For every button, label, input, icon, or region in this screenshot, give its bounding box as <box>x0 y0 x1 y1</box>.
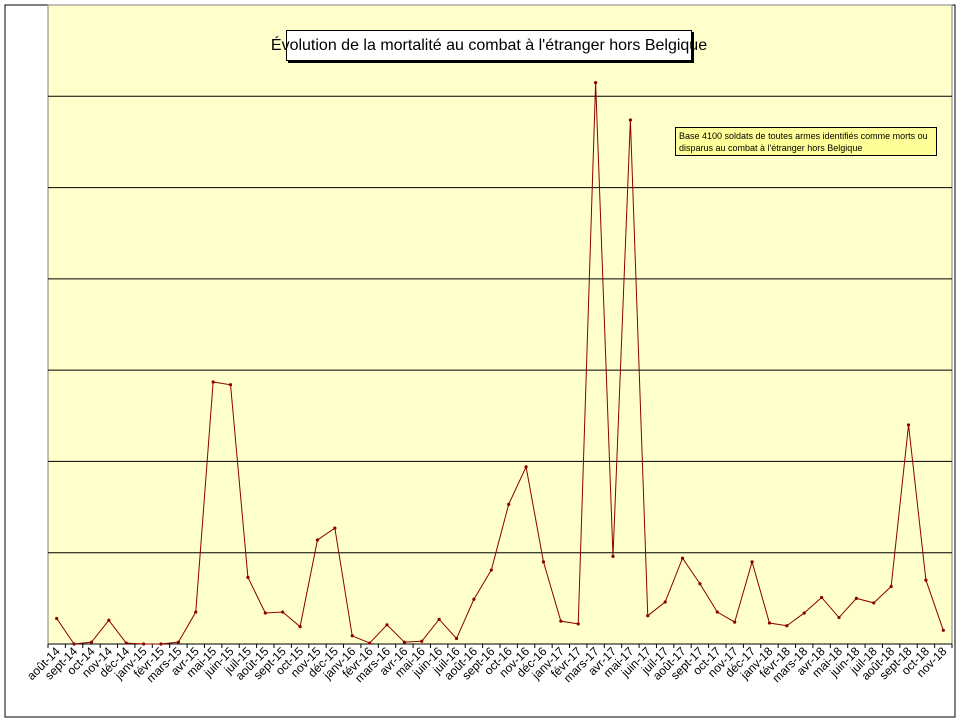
data-point <box>385 623 389 627</box>
data-point <box>350 634 354 638</box>
data-point <box>698 582 702 586</box>
data-point <box>559 619 563 623</box>
data-point <box>507 502 511 506</box>
chart-title: Évolution de la mortalité au combat à l'… <box>271 30 707 61</box>
data-point <box>906 423 911 427</box>
data-point <box>889 584 893 589</box>
data-point <box>176 640 180 644</box>
plot-area <box>47 4 953 645</box>
data-point <box>524 465 528 469</box>
data-point <box>55 616 59 621</box>
data-point <box>437 617 441 621</box>
data-point <box>211 380 215 384</box>
data-point <box>941 628 945 632</box>
data-point <box>368 641 372 645</box>
data-point <box>472 597 476 601</box>
data-point <box>733 620 737 624</box>
data-point <box>854 596 858 600</box>
data-point <box>107 618 111 622</box>
data-point <box>315 538 320 542</box>
data-point <box>820 595 824 600</box>
data-point <box>594 80 598 85</box>
data-point <box>872 601 876 605</box>
data-point <box>142 642 146 646</box>
data-point <box>680 556 685 560</box>
data-point <box>837 615 841 620</box>
data-point <box>646 614 650 618</box>
data-point <box>663 600 667 604</box>
data-point <box>333 526 337 530</box>
data-point <box>194 610 198 614</box>
data-point <box>72 642 76 646</box>
chart-annotation: Base 4100 soldats de toutes armes identi… <box>675 127 937 156</box>
data-point <box>785 624 789 628</box>
data-point <box>228 383 233 387</box>
data-point <box>611 554 615 558</box>
data-point <box>750 560 754 564</box>
data-point <box>489 568 493 572</box>
data-point <box>541 560 546 564</box>
data-point <box>402 640 406 644</box>
data-point <box>124 641 128 645</box>
data-point <box>89 640 94 644</box>
data-point <box>576 622 580 626</box>
data-point <box>263 611 267 615</box>
data-point <box>159 642 163 646</box>
data-point <box>802 611 806 615</box>
data-point <box>715 610 719 614</box>
data-point <box>628 118 632 122</box>
series-line <box>56 82 944 645</box>
data-point <box>281 610 285 614</box>
data-point <box>246 575 250 579</box>
data-point <box>420 639 424 643</box>
data-point <box>767 621 772 625</box>
data-point <box>298 625 302 629</box>
data-point <box>924 578 928 582</box>
data-point <box>454 636 459 641</box>
